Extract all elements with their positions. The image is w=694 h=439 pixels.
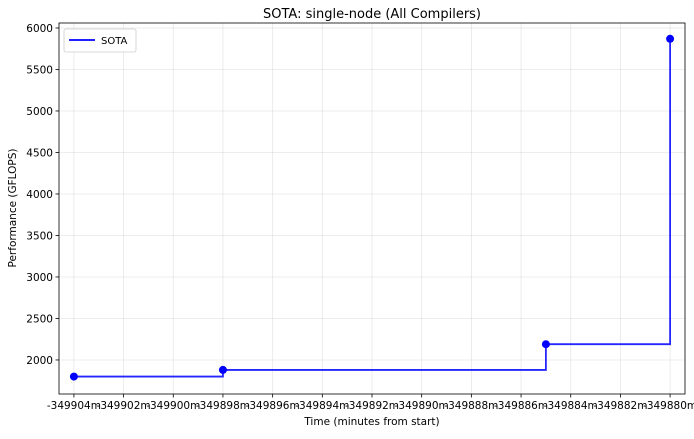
x-tick-label: -349888m [444, 400, 498, 412]
data-point [541, 340, 550, 349]
y-axis-label: Performance (GFLOPS) [7, 149, 19, 268]
y-tick-label: 3500 [26, 230, 53, 242]
data-point [69, 372, 78, 381]
x-tick-label: -349886m [494, 400, 548, 412]
y-tick-label: 6000 [26, 23, 53, 35]
legend-box [63, 28, 137, 53]
legend: SOTA [63, 28, 137, 53]
x-tick-label: -349894m [295, 400, 349, 412]
x-tick-label: -349882m [593, 400, 647, 412]
y-tick-label: 4000 [26, 189, 53, 201]
series-line-sota [73, 38, 671, 378]
x-tick-label: -349890m [395, 400, 449, 412]
x-tick-label: -349880m [643, 400, 694, 412]
x-tick-label: -349884m [544, 400, 598, 412]
y-tick-label: 4500 [26, 147, 53, 159]
grid [59, 23, 685, 394]
y-tick-label: 5500 [26, 64, 53, 76]
data-point [666, 34, 675, 43]
y-ticks: 2000 2500 3000 3500 4000 4500 5000 5500 6000 [26, 23, 59, 367]
x-tick-label: -349892m [345, 400, 399, 412]
plot-area [59, 23, 685, 394]
data-point [218, 365, 227, 374]
chart-title: SOTA: single-node (All Compilers) [263, 7, 481, 22]
x-tick-label: -349898m [196, 400, 250, 412]
x-tick-label: -349896m [246, 400, 300, 412]
series-layer [69, 34, 675, 381]
x-tick-label: -349904m [47, 400, 101, 412]
legend-label-sota: SOTA [101, 36, 128, 47]
x-tick-label: -349900m [146, 400, 200, 412]
x-axis-label: Time (minutes from start) [303, 416, 439, 428]
x-ticks: -349904m-349902m-349900m-349898m-349896m… [47, 394, 694, 412]
y-tick-label: 3000 [26, 272, 53, 284]
y-tick-label: 2500 [26, 313, 53, 325]
y-tick-label: 5000 [26, 106, 53, 118]
y-tick-label: 2000 [26, 355, 53, 367]
x-tick-label: -349902m [97, 400, 151, 412]
